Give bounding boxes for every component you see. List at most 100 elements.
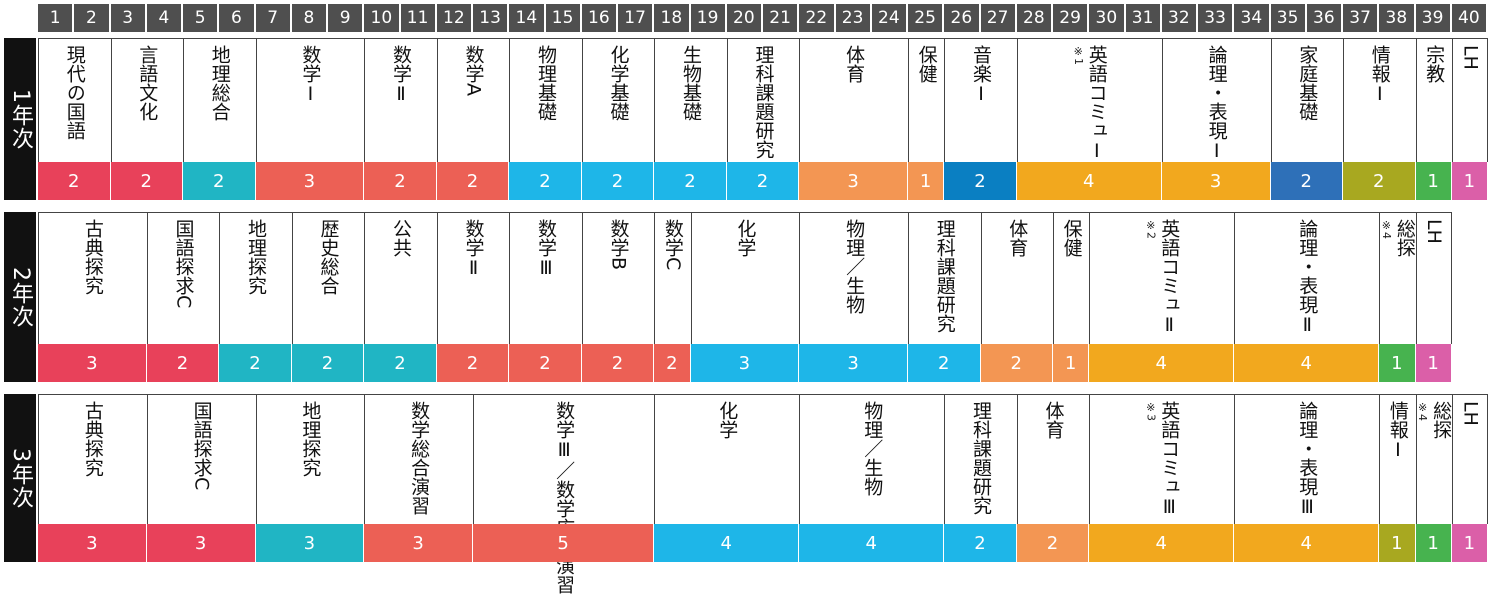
credit-cell: 2: [219, 344, 292, 382]
credit-cell: 2: [726, 162, 800, 200]
credit-cell: 2: [509, 162, 582, 200]
column-number: 11: [400, 4, 437, 32]
year-row-2: 2年次 古典探究 3 国語探求C 2 地理探究 2 歴史総合 2 公共 2 数学Ⅱ 2 数学Ⅲ 2 数学B 2…: [4, 212, 1488, 382]
subject-name: 数学Ⅰ: [299, 45, 322, 105]
subject-cell: 古典探究: [38, 212, 147, 344]
subject-name: 宗教: [1423, 45, 1446, 83]
subject-name: 数学Ⅱ: [462, 219, 485, 279]
subject-name: 数学総合演習: [408, 401, 431, 515]
subject-name: 論理・表現Ⅱ: [1296, 219, 1319, 336]
subject-name: 化学基礎: [607, 45, 630, 121]
subject-cell: 理科課題研究: [726, 38, 800, 162]
subject-name: 物理／生物: [861, 401, 884, 496]
credit-cell: 2: [146, 344, 220, 382]
credit-cell: 1: [908, 162, 945, 200]
subject-cell: 地理探究: [219, 212, 292, 344]
year-row-3: 3年次 古典探究 3 国語探求C 3 地理探究 3 数学総合演習 3 数学Ⅲ／数学応用演習 5 化学…: [4, 394, 1488, 594]
subject-cell: 数学総合演習: [364, 394, 473, 524]
credit-cell: 2: [509, 344, 582, 382]
row-right-border: [38, 38, 1488, 162]
credit-cell: 3: [38, 344, 147, 382]
subject-name: 古典探究: [81, 219, 104, 295]
column-number: 31: [1125, 4, 1162, 32]
subject-name: 体育: [843, 45, 866, 83]
credit-cell: 3: [1161, 162, 1271, 200]
subject-cell: 体育: [1016, 394, 1090, 524]
column-number: 18: [654, 4, 691, 32]
credit-cell: 3: [255, 162, 365, 200]
credit-cell: 2: [1343, 162, 1416, 200]
credit-cell: 2: [38, 162, 111, 200]
column-number: 8: [291, 4, 328, 32]
subject-name: 物理／生物: [843, 219, 866, 314]
subject-name: 音楽Ⅰ: [970, 45, 992, 105]
subject-cell: 化学: [690, 212, 800, 344]
subject-name: 情報Ⅰ: [1368, 45, 1391, 105]
column-number: 9: [328, 4, 365, 32]
column-number: 12: [436, 4, 473, 32]
subject-name: 物理基礎: [535, 45, 557, 121]
subject-name: 情報Ⅰ: [1386, 401, 1409, 461]
column-number: 33: [1198, 4, 1235, 32]
subject-note: ※4: [1379, 219, 1393, 239]
subject-cell: 数学Ⅱ: [364, 38, 437, 162]
subject-cell: 情報Ⅰ: [1343, 38, 1416, 162]
credit-cell: 2: [364, 162, 437, 200]
subject-cell: ※4 総探: [1379, 212, 1416, 344]
subject-name: 現代の国語: [63, 45, 86, 140]
subject-name: 国語探求C: [190, 401, 213, 491]
subject-cell: ※2 英語コミュⅡ: [1089, 212, 1235, 344]
credit-cell: 4: [1016, 162, 1162, 200]
column-number: 4: [146, 4, 183, 32]
row-right-border: [38, 394, 1488, 524]
subject-cell: 音楽Ⅰ: [944, 38, 1017, 162]
column-number: 15: [545, 4, 582, 32]
credit-cell: 1: [1379, 524, 1416, 562]
credit-cell: 5: [473, 524, 655, 562]
credit-cell: 2: [1270, 162, 1343, 200]
subject-cell: 保健: [1053, 212, 1090, 344]
column-number: 24: [871, 4, 908, 32]
credit-cell: 2: [944, 524, 1017, 562]
column-number: 19: [690, 4, 727, 32]
subject-name: 論理・表現Ⅰ: [1205, 45, 1228, 162]
column-number: 6: [219, 4, 256, 32]
subject-note: ※4: [1416, 401, 1430, 421]
subject-cell: 理科課題研究: [908, 212, 981, 344]
year-label: 3年次: [4, 394, 36, 562]
credit-cell: 2: [581, 344, 655, 382]
column-number: 17: [618, 4, 655, 32]
subject-cell: 理科課題研究: [944, 394, 1017, 524]
subject-name: 体育: [1006, 219, 1029, 257]
subject-cell: 宗教: [1415, 38, 1452, 162]
credit-cell: 4: [1234, 344, 1380, 382]
subject-note: ※1: [1071, 45, 1085, 65]
credit-cell: 4: [799, 524, 945, 562]
column-number: 32: [1161, 4, 1198, 32]
subject-cell: 数学B: [581, 212, 655, 344]
subject-cell: 現代の国語: [38, 38, 111, 162]
column-number: 39: [1415, 4, 1452, 32]
subject-name: 理科課題研究: [933, 219, 956, 333]
credit-cell: 1: [1415, 524, 1452, 562]
subject-name: 数学B: [607, 219, 630, 271]
subject-name: 地理探究: [245, 219, 267, 295]
column-number: 10: [364, 4, 401, 32]
subject-cell: 保健: [908, 38, 945, 162]
subject-name: 公共: [390, 219, 412, 257]
subject-name: 数学C: [661, 219, 684, 271]
year-label: 1年次: [4, 38, 36, 200]
subject-cell: ※1 英語コミュⅠ: [1016, 38, 1162, 162]
subject-cell: 物理基礎: [509, 38, 582, 162]
credit-cell: 3: [364, 524, 473, 562]
credit-cell: 4: [1089, 524, 1235, 562]
subject-name: 言語文化: [136, 45, 159, 121]
credit-cell: 3: [255, 524, 365, 562]
credit-cell: 3: [38, 524, 147, 562]
subject-cell: 国語探求C: [146, 212, 220, 344]
subject-name: 化学: [716, 401, 739, 439]
subject-name: 数学A: [462, 45, 485, 96]
subject-cell: 物理／生物: [799, 212, 908, 344]
credit-cell: 4: [654, 524, 800, 562]
column-number: 36: [1306, 4, 1343, 32]
